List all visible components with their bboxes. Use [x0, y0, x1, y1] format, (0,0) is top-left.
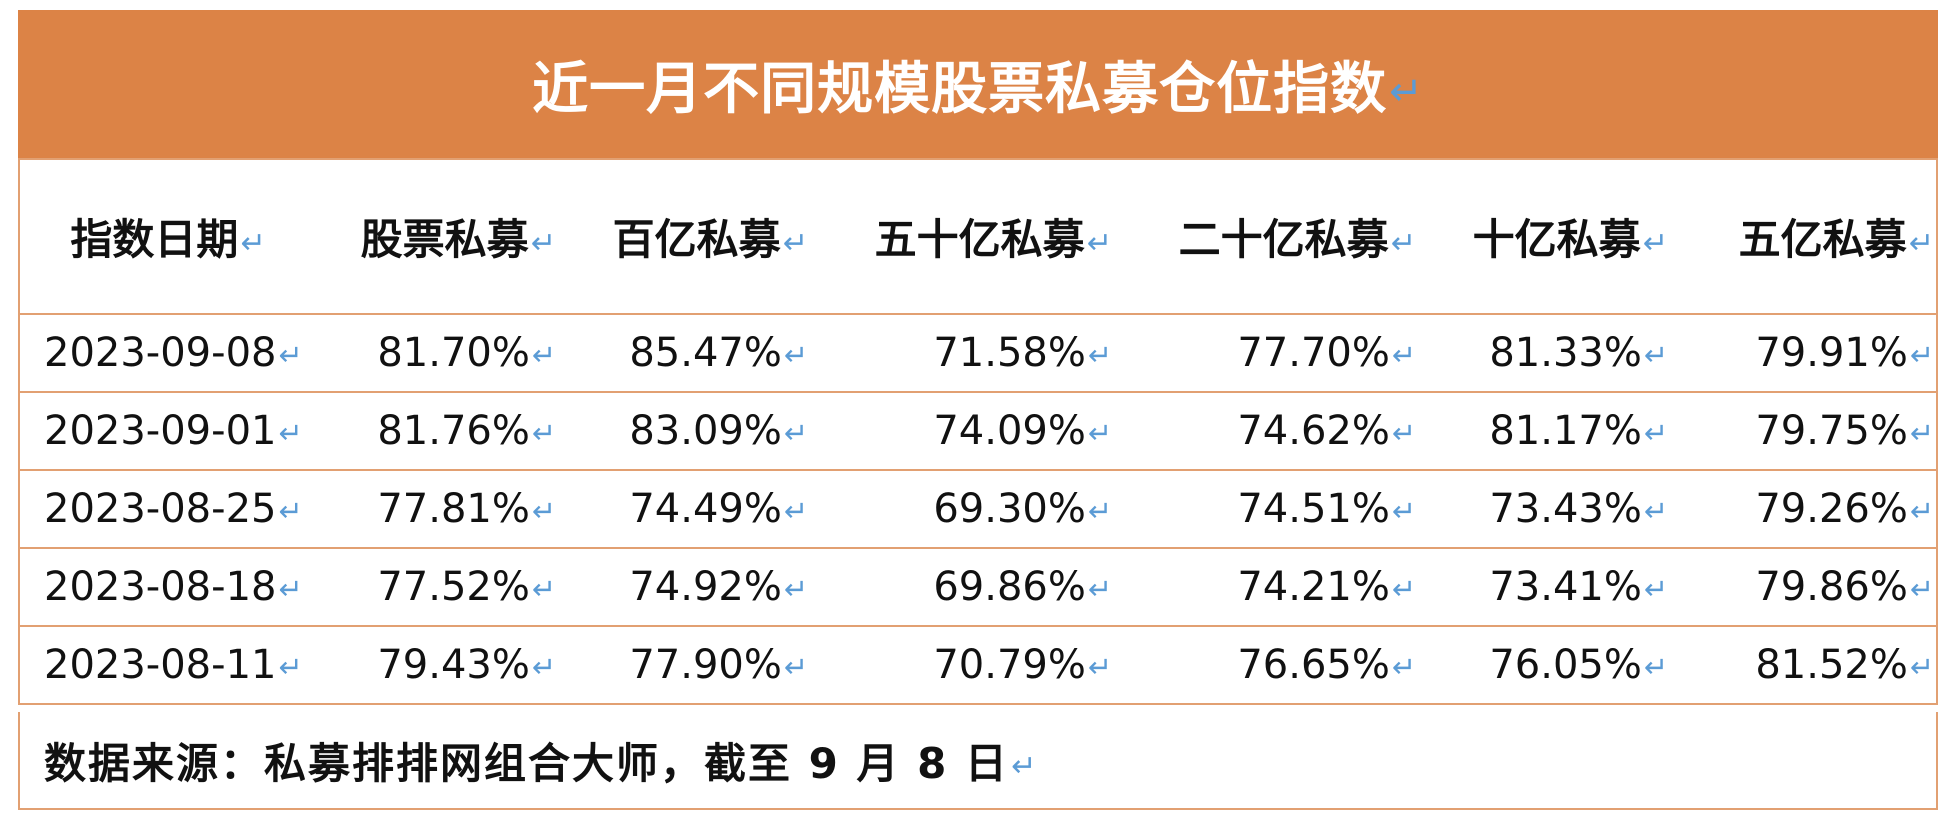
paragraph-mark-icon: ↵ — [240, 225, 266, 261]
paragraph-mark-icon: ↵ — [783, 571, 808, 606]
paragraph-mark-icon: ↵ — [1087, 649, 1112, 684]
document-page: 近一月不同规模股票私募仓位指数↵ 指数日期↵ 股票私募↵ 百亿私募↵ 五十亿私募… — [18, 10, 1938, 810]
paragraph-mark-icon: ↵ — [1010, 749, 1039, 784]
paragraph-mark-icon: ↵ — [1087, 337, 1112, 372]
table-row: 2023-09-08↵ 81.70%↵ 85.47%↵ 71.58%↵ 77.7… — [20, 315, 1936, 393]
value-cell: 81.52%↵ — [1755, 642, 1934, 688]
value-cell: 79.86%↵ — [1755, 564, 1934, 610]
data-table: 指数日期↵ 股票私募↵ 百亿私募↵ 五十亿私募↵ 二十亿私募↵ 十亿私募↵ 五亿… — [18, 160, 1938, 705]
paragraph-mark-icon: ↵ — [1391, 337, 1416, 372]
source-note: 数据来源：私募排排网组合大师，截至 9 月 8 日↵ — [44, 738, 1039, 788]
header-cell-10b-private: 百亿私募↵ — [612, 215, 808, 264]
header-cell-date: 指数日期↵ — [70, 215, 266, 264]
paragraph-mark-icon: ↵ — [1391, 649, 1416, 684]
value-cell: 77.52%↵ — [377, 564, 556, 610]
value-cell: 79.91%↵ — [1755, 330, 1934, 376]
paragraph-mark-icon: ↵ — [1643, 649, 1668, 684]
paragraph-mark-icon: ↵ — [278, 493, 303, 528]
header-cell-1b-private: 十亿私募↵ — [1472, 215, 1668, 264]
paragraph-mark-icon: ↵ — [1909, 649, 1934, 684]
value-cell: 79.75%↵ — [1755, 408, 1934, 454]
paragraph-mark-icon: ↵ — [1086, 225, 1112, 261]
paragraph-mark-icon: ↵ — [1391, 415, 1416, 450]
paragraph-mark-icon: ↵ — [1909, 337, 1934, 372]
value-cell: 81.33%↵ — [1489, 330, 1668, 376]
value-cell: 76.65%↵ — [1237, 642, 1416, 688]
table-row: 2023-08-18↵ 77.52%↵ 74.92%↵ 69.86%↵ 74.2… — [20, 549, 1936, 627]
paragraph-mark-icon: ↵ — [1390, 225, 1416, 261]
paragraph-mark-icon: ↵ — [1909, 493, 1934, 528]
paragraph-mark-icon: ↵ — [1909, 571, 1934, 606]
value-cell: 83.09%↵ — [629, 408, 808, 454]
paragraph-mark-icon: ↵ — [278, 415, 303, 450]
date-cell: 2023-09-01↵ — [44, 408, 303, 454]
header-cell-500m-private: 五亿私募↵ — [1738, 215, 1934, 264]
paragraph-mark-icon: ↵ — [1909, 415, 1934, 450]
paragraph-mark-icon: ↵ — [1087, 415, 1112, 450]
value-cell: 73.41%↵ — [1489, 564, 1668, 610]
table-row: 2023-08-25↵ 77.81%↵ 74.49%↵ 69.30%↵ 74.5… — [20, 471, 1936, 549]
paragraph-mark-icon: ↵ — [531, 649, 556, 684]
value-cell: 77.90%↵ — [629, 642, 808, 688]
table-row: 2023-09-01↵ 81.76%↵ 83.09%↵ 74.09%↵ 74.6… — [20, 393, 1936, 471]
title-bar: 近一月不同规模股票私募仓位指数↵ — [18, 10, 1938, 160]
value-cell: 74.92%↵ — [629, 564, 808, 610]
paragraph-mark-icon: ↵ — [1087, 571, 1112, 606]
paragraph-mark-icon: ↵ — [1642, 225, 1668, 261]
value-cell: 79.43%↵ — [377, 642, 556, 688]
source-footer: 数据来源：私募排排网组合大师，截至 9 月 8 日↵ — [18, 712, 1938, 810]
date-cell: 2023-08-18↵ — [44, 564, 303, 610]
paragraph-mark-icon: ↵ — [531, 337, 556, 372]
value-cell: 74.21%↵ — [1237, 564, 1416, 610]
paragraph-mark-icon: ↵ — [783, 649, 808, 684]
date-cell: 2023-08-11↵ — [44, 642, 303, 688]
value-cell: 77.70%↵ — [1237, 330, 1416, 376]
header-cell-2b-private: 二十亿私募↵ — [1178, 215, 1416, 264]
paragraph-mark-icon: ↵ — [1908, 225, 1934, 261]
value-cell: 85.47%↵ — [629, 330, 808, 376]
paragraph-mark-icon: ↵ — [1391, 571, 1416, 606]
value-cell: 74.49%↵ — [629, 486, 808, 532]
paragraph-mark-icon: ↵ — [1391, 493, 1416, 528]
value-cell: 81.76%↵ — [377, 408, 556, 454]
header-cell-stock-private: 股票私募↵ — [360, 215, 556, 264]
value-cell: 81.70%↵ — [377, 330, 556, 376]
value-cell: 81.17%↵ — [1489, 408, 1668, 454]
table-row: 2023-08-11↵ 79.43%↵ 77.90%↵ 70.79%↵ 76.6… — [20, 627, 1936, 705]
paragraph-mark-icon: ↵ — [530, 225, 556, 261]
paragraph-mark-icon: ↵ — [783, 493, 808, 528]
value-cell: 71.58%↵ — [933, 330, 1112, 376]
header-cell-5b-private: 五十亿私募↵ — [874, 215, 1112, 264]
value-cell: 74.62%↵ — [1237, 408, 1416, 454]
value-cell: 74.51%↵ — [1237, 486, 1416, 532]
paragraph-mark-icon: ↵ — [783, 337, 808, 372]
value-cell: 77.81%↵ — [377, 486, 556, 532]
paragraph-mark-icon: ↵ — [1643, 493, 1668, 528]
paragraph-mark-icon: ↵ — [278, 337, 303, 372]
value-cell: 69.86%↵ — [933, 564, 1112, 610]
date-cell: 2023-09-08↵ — [44, 330, 303, 376]
paragraph-mark-icon: ↵ — [783, 415, 808, 450]
paragraph-mark-icon: ↵ — [531, 571, 556, 606]
value-cell: 74.09%↵ — [933, 408, 1112, 454]
paragraph-mark-icon: ↵ — [278, 649, 303, 684]
paragraph-mark-icon: ↵ — [1643, 571, 1668, 606]
paragraph-mark-icon: ↵ — [1087, 493, 1112, 528]
value-cell: 73.43%↵ — [1489, 486, 1668, 532]
table-title: 近一月不同规模股票私募仓位指数↵ — [532, 56, 1424, 122]
paragraph-mark-icon: ↵ — [278, 571, 303, 606]
value-cell: 76.05%↵ — [1489, 642, 1668, 688]
value-cell: 69.30%↵ — [933, 486, 1112, 532]
paragraph-mark-icon: ↵ — [531, 415, 556, 450]
paragraph-mark-icon: ↵ — [1643, 337, 1668, 372]
date-cell: 2023-08-25↵ — [44, 486, 303, 532]
paragraph-mark-icon: ↵ — [782, 225, 808, 261]
value-cell: 79.26%↵ — [1755, 486, 1934, 532]
paragraph-mark-icon: ↵ — [1389, 68, 1424, 116]
table-header-row: 指数日期↵ 股票私募↵ 百亿私募↵ 五十亿私募↵ 二十亿私募↵ 十亿私募↵ 五亿… — [20, 160, 1936, 315]
paragraph-mark-icon: ↵ — [531, 493, 556, 528]
paragraph-mark-icon: ↵ — [1643, 415, 1668, 450]
value-cell: 70.79%↵ — [933, 642, 1112, 688]
